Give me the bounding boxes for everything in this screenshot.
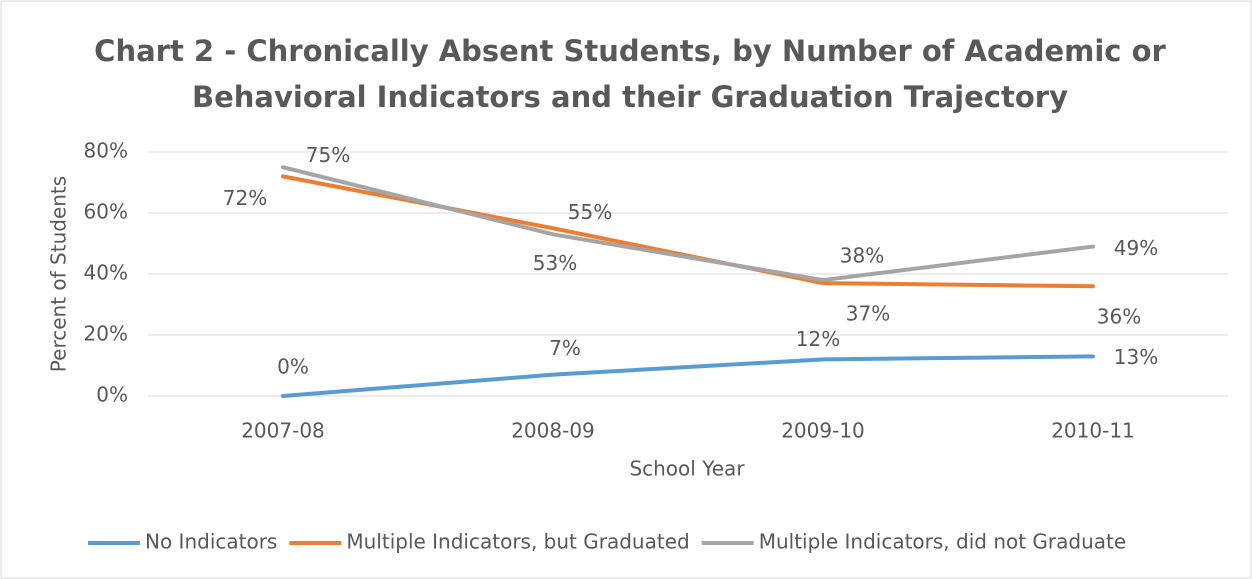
data-label: 0% xyxy=(277,355,309,379)
y-tick-label: 40% xyxy=(84,261,128,285)
legend-label: No Indicators xyxy=(145,530,277,554)
data-label: 72% xyxy=(223,186,267,210)
y-tick-label: 60% xyxy=(84,200,128,224)
x-tick-label: 2010-11 xyxy=(1051,419,1135,443)
y-tick-label: 80% xyxy=(84,139,128,163)
data-label: 36% xyxy=(1097,305,1141,329)
y-axis-label: Percent of Students xyxy=(47,176,71,372)
chart-title: Chart 2 - Chronically Absent Students, b… xyxy=(94,34,1166,68)
x-tick-label: 2009-10 xyxy=(781,419,865,443)
chart-title: Behavioral Indicators and their Graduati… xyxy=(192,80,1068,114)
data-label: 53% xyxy=(533,251,577,275)
data-label: 7% xyxy=(549,336,581,360)
data-label: 37% xyxy=(846,302,890,326)
line-series xyxy=(281,165,1095,283)
line-series xyxy=(281,354,1095,398)
data-label: 38% xyxy=(840,244,884,268)
data-label: 55% xyxy=(568,200,612,224)
data-label: 49% xyxy=(1114,236,1158,260)
x-tick-label: 2008-09 xyxy=(511,419,595,443)
x-tick-label: 2007-08 xyxy=(241,419,325,443)
data-label: 75% xyxy=(306,143,350,167)
data-label: 12% xyxy=(796,327,840,351)
data-label: 13% xyxy=(1114,345,1158,369)
x-axis-label: School Year xyxy=(629,457,745,481)
y-tick-label: 0% xyxy=(96,383,128,407)
y-tick-label: 20% xyxy=(84,322,128,346)
legend-label: Multiple Indicators, did not Graduate xyxy=(759,530,1126,554)
legend-label: Multiple Indicators, but Graduated xyxy=(346,530,689,554)
